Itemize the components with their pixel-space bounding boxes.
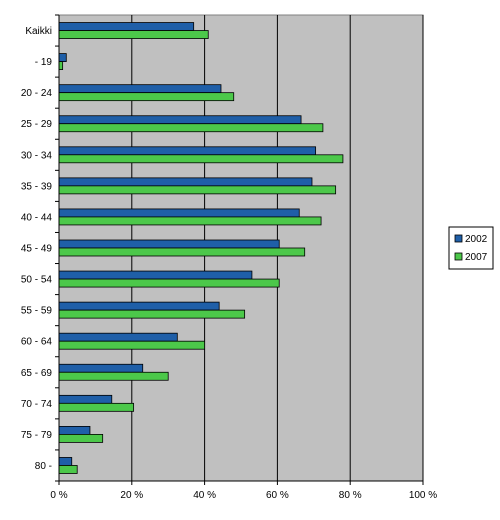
bar-2002 <box>58 457 73 466</box>
bar-2007 <box>58 123 324 133</box>
x-tick-label: 40 % <box>193 490 216 501</box>
bar-2002 <box>58 239 280 249</box>
y-tick-label: - 19 <box>35 57 53 68</box>
bar-2002 <box>58 84 222 94</box>
bar-2007 <box>58 154 344 164</box>
y-tick-label: 70 - 74 <box>21 399 53 410</box>
bar-2007 <box>58 30 209 39</box>
legend-box <box>448 226 494 270</box>
y-tick-label: 60 - 64 <box>21 337 53 348</box>
y-tick-label: 25 - 29 <box>21 119 53 130</box>
bar-2007 <box>58 61 64 70</box>
legend-label-2007: 2007 <box>465 252 488 263</box>
y-tick-label: 55 - 59 <box>21 306 53 317</box>
legend-label-2002: 2002 <box>465 234 488 245</box>
bar-2002 <box>58 22 195 31</box>
y-tick-label: 50 - 54 <box>21 275 53 286</box>
legend-swatch-2007 <box>454 252 463 261</box>
x-tick-label: 100 % <box>409 490 437 501</box>
y-tick-label: 35 - 39 <box>21 181 53 192</box>
y-tick-label: 75 - 79 <box>21 430 53 441</box>
x-tick-label: 0 % <box>50 490 67 501</box>
y-tick-label: 30 - 34 <box>21 150 53 161</box>
x-tick-label: 20 % <box>120 490 143 501</box>
bar-2007 <box>58 216 322 226</box>
axes <box>58 15 423 482</box>
bar-2002 <box>58 146 317 156</box>
bar-2007 <box>58 340 206 350</box>
bar-2002 <box>58 363 144 373</box>
x-tick-labels: 0 % 20 % 40 % 60 % 80 % 100 % <box>50 481 437 501</box>
legend-swatch-2002 <box>454 234 463 243</box>
bars <box>58 22 344 474</box>
bar-2002 <box>58 53 67 62</box>
bar-2007 <box>58 278 280 288</box>
bar-2002 <box>58 270 253 280</box>
bar-2002 <box>58 208 300 218</box>
y-tick-label: Kaikki <box>25 26 52 37</box>
y-tick-label: 80 - <box>35 461 52 472</box>
x-tick-label: 60 % <box>266 490 289 501</box>
y-tick-label: 20 - 24 <box>21 88 53 99</box>
bar-2007 <box>58 185 337 195</box>
bar-2002 <box>58 301 220 311</box>
bar-2002 <box>58 425 91 435</box>
y-tick-label: 45 - 49 <box>21 244 53 255</box>
bar-2007 <box>58 309 246 319</box>
bar-2007 <box>58 371 169 381</box>
bar-2007 <box>58 247 306 257</box>
bar-2007 <box>58 402 135 412</box>
bar-2002 <box>58 394 113 404</box>
bar-2007 <box>58 465 78 474</box>
bar-2002 <box>58 177 313 187</box>
y-tick-label: 65 - 69 <box>21 368 53 379</box>
bar-2007 <box>58 92 235 102</box>
legend: 2002 2007 <box>448 226 494 270</box>
y-tick-labels: Kaikki - 19 20 - 24 25 - 29 30 - 34 35 - 39 40… <box>21 14 59 482</box>
bar-2002 <box>58 332 178 342</box>
bar-2002 <box>58 115 302 125</box>
bar-2007 <box>58 433 104 443</box>
y-tick-label: 40 - 44 <box>21 212 53 223</box>
x-tick-label: 80 % <box>339 490 362 501</box>
